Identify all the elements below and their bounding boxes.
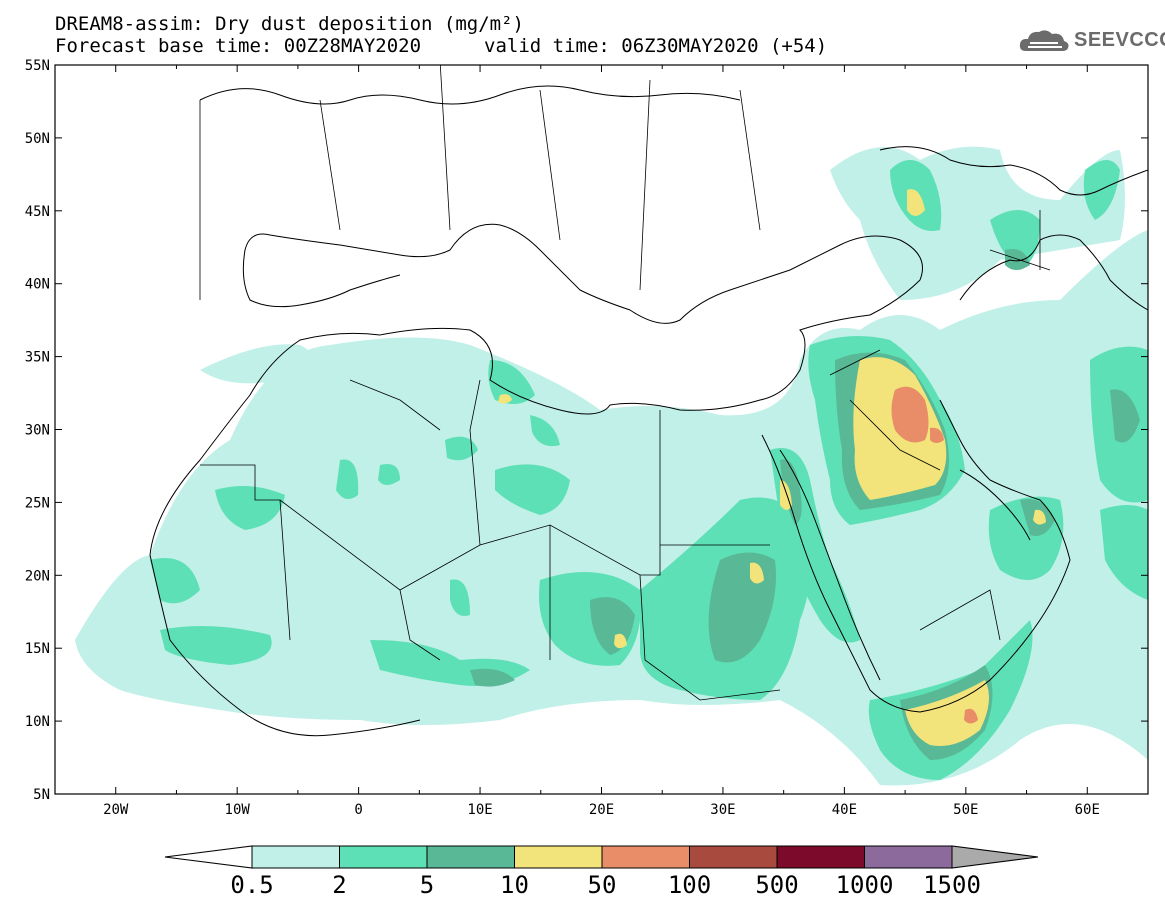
lon-tick-label: 0 xyxy=(354,802,362,818)
valid-time: valid time: 06Z30MAY2020 (+54) xyxy=(484,35,828,57)
dust-level-50-100 xyxy=(891,386,978,724)
lon-tick-label: 10E xyxy=(467,802,492,818)
colorbar-label: 5 xyxy=(419,871,435,899)
map-title: DREAM8-assim: Dry dust deposition (mg/m²… xyxy=(55,13,524,35)
colorbar-label: 1500 xyxy=(923,871,981,899)
lon-tick-label: 60E xyxy=(1075,802,1100,818)
colorbar-segment xyxy=(601,845,690,869)
seevccc-logo: SEEVCCC xyxy=(1018,27,1165,57)
lat-tick-label: 55N xyxy=(25,58,50,74)
lat-tick-label: 20N xyxy=(25,568,50,584)
colorbar-segment xyxy=(426,845,515,869)
lat-tick-label: 30N xyxy=(25,423,50,439)
lon-tick-label: 50E xyxy=(953,802,978,818)
lat-tick-label: 35N xyxy=(25,350,50,366)
colorbar-under-arrow xyxy=(164,845,253,869)
lon-tick-label: 40E xyxy=(832,802,857,818)
longitude-axis: 20W 10W 0 10E 20E 30E 40E 50E 60E xyxy=(54,65,1149,818)
dust-field xyxy=(75,146,1148,786)
forecast-base-time: Forecast base time: 00Z28MAY2020 xyxy=(55,35,422,57)
colorbar-segment xyxy=(251,845,340,869)
cloud-logo-icon xyxy=(1019,30,1069,51)
lat-tick-label: 50N xyxy=(25,131,50,147)
colorbar-segment xyxy=(339,845,428,869)
colorbar-over-arrow xyxy=(951,845,1039,869)
colorbar-label: 500 xyxy=(755,871,799,899)
lat-tick-label: 10N xyxy=(25,714,50,730)
colorbar-label: 0.5 xyxy=(230,871,274,899)
colorbar-label: 1000 xyxy=(835,871,894,899)
colorbar-label: 50 xyxy=(587,871,617,899)
lat-tick-label: 5N xyxy=(33,787,50,803)
coastlines xyxy=(149,85,1148,737)
colorbar-segment xyxy=(864,845,953,869)
borders xyxy=(199,65,1051,701)
lat-tick-label: 25N xyxy=(25,495,50,511)
colorbar xyxy=(164,845,1039,869)
colorbar-segment xyxy=(689,845,778,869)
lon-tick-label: 10W xyxy=(225,802,251,818)
lat-tick-label: 40N xyxy=(25,277,50,293)
logo-text: SEEVCCC xyxy=(1074,29,1165,51)
colorbar-label: 2 xyxy=(332,871,347,899)
colorbar-label: 10 xyxy=(500,871,529,899)
lon-tick-label: 30E xyxy=(710,802,735,818)
colorbar-label: 100 xyxy=(667,871,712,899)
latitude-axis: 55N 50N 45N 40N 35N 30N 25N 20N 15N 10N 5N xyxy=(25,58,1148,803)
lon-tick-label: 20E xyxy=(589,802,614,818)
lat-tick-label: 45N xyxy=(25,204,50,220)
colorbar-segment xyxy=(514,845,603,869)
colorbar-segment xyxy=(776,845,865,869)
lat-tick-label: 15N xyxy=(25,641,50,657)
lon-tick-label: 20W xyxy=(103,802,129,818)
